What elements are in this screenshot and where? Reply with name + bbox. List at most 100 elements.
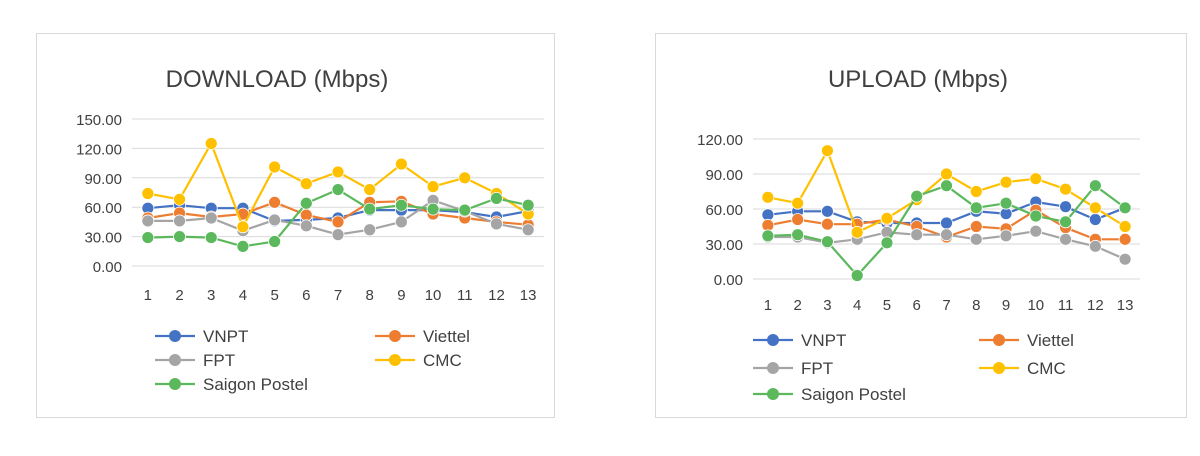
upload-point-viettel bbox=[1118, 232, 1132, 246]
upload-x-tick-label: 1 bbox=[764, 297, 772, 314]
download-x-tick-label: 10 bbox=[425, 287, 442, 304]
download-point-viettel bbox=[268, 195, 282, 209]
upload-legend-item-cmc: CMC bbox=[979, 359, 1066, 378]
upload-x-tick-label: 12 bbox=[1087, 297, 1104, 314]
upload-point-cmc bbox=[821, 144, 834, 158]
upload-x-tick-label: 4 bbox=[853, 297, 861, 314]
upload-point-cmc bbox=[880, 211, 894, 225]
upload-point-fpt bbox=[969, 232, 983, 246]
download-point-fpt bbox=[141, 214, 155, 228]
download-legend-swatch-marker bbox=[389, 354, 401, 366]
upload-x-tick-label: 7 bbox=[942, 297, 950, 314]
upload-y-tick-label: 30.00 bbox=[705, 237, 743, 254]
download-point-fpt bbox=[331, 228, 345, 242]
upload-legend-label: FPT bbox=[801, 359, 833, 378]
download-x-tick-label: 6 bbox=[302, 287, 310, 304]
download-point-saigon-postel bbox=[204, 231, 218, 244]
download-x-tick-label: 5 bbox=[270, 287, 278, 304]
download-chart-title: DOWNLOAD (Mbps) bbox=[166, 66, 389, 93]
download-point-fpt bbox=[204, 211, 218, 225]
upload-y-tick-label: 60.00 bbox=[705, 202, 743, 219]
download-x-tick-label: 9 bbox=[397, 287, 405, 304]
download-legend-swatch-marker bbox=[389, 330, 401, 342]
upload-point-vnpt bbox=[821, 204, 834, 218]
upload-point-fpt bbox=[910, 228, 924, 242]
download-point-saigon-postel bbox=[173, 230, 186, 244]
upload-legend-label: VNPT bbox=[801, 331, 846, 350]
download-point-cmc bbox=[299, 177, 313, 191]
download-point-cmc bbox=[141, 187, 155, 200]
upload-legend-item-saigon-postel: Saigon Postel bbox=[753, 385, 906, 404]
upload-point-saigon-postel bbox=[1118, 201, 1132, 215]
download-point-saigon-postel bbox=[141, 231, 155, 244]
download-legend-label: FPT bbox=[203, 351, 235, 370]
upload-y-tick-label: 120.00 bbox=[697, 132, 743, 149]
download-point-cmc bbox=[426, 180, 440, 194]
upload-point-saigon-postel bbox=[1029, 209, 1043, 223]
download-legend-item-viettel: Viettel bbox=[375, 327, 470, 346]
download-x-tick-label: 4 bbox=[239, 287, 247, 304]
download-point-cmc bbox=[394, 157, 408, 171]
upload-legend-label: CMC bbox=[1027, 359, 1066, 378]
download-point-cmc bbox=[458, 171, 472, 185]
download-x-tick-label: 7 bbox=[334, 287, 342, 304]
upload-point-cmc bbox=[1059, 182, 1072, 196]
download-point-cmc bbox=[268, 160, 282, 174]
upload-point-fpt bbox=[999, 229, 1013, 243]
download-point-fpt bbox=[363, 223, 377, 237]
download-x-tick-label: 3 bbox=[207, 287, 215, 304]
download-chart: DOWNLOAD (Mbps) 150.00120.0090.0060.0030… bbox=[76, 66, 544, 394]
upload-point-saigon-postel bbox=[940, 179, 953, 193]
upload-point-saigon-postel bbox=[761, 229, 775, 243]
upload-point-cmc bbox=[761, 190, 775, 204]
upload-point-vnpt bbox=[940, 216, 953, 230]
upload-x-tick-label: 2 bbox=[793, 297, 801, 314]
upload-legend-label: Saigon Postel bbox=[801, 385, 906, 404]
download-point-cmc bbox=[173, 192, 186, 206]
download-legend-label: VNPT bbox=[203, 327, 248, 346]
upload-legend-label: Viettel bbox=[1027, 331, 1074, 350]
download-point-cmc bbox=[363, 183, 377, 196]
download-y-tick-label: 0.00 bbox=[93, 259, 122, 276]
download-point-fpt bbox=[268, 213, 282, 227]
upload-point-saigon-postel bbox=[821, 235, 834, 249]
upload-point-cmc bbox=[1118, 220, 1132, 233]
upload-chart: UPLOAD (Mbps) 120.00 90.00 60.00 30.00 0.00 1… bbox=[697, 66, 1140, 404]
download-point-viettel bbox=[331, 215, 345, 229]
download-point-saigon-postel bbox=[236, 239, 250, 253]
upload-point-fpt bbox=[940, 228, 953, 242]
download-legend-label: CMC bbox=[423, 351, 462, 370]
download-y-tick-label: 60.00 bbox=[84, 200, 122, 217]
upload-x-tick-label: 10 bbox=[1027, 297, 1044, 314]
download-legend-swatch-marker bbox=[169, 330, 181, 342]
download-legend-item-fpt: FPT bbox=[155, 351, 235, 370]
download-point-cmc bbox=[236, 220, 250, 234]
download-y-tick-label: 90.00 bbox=[84, 171, 122, 188]
upload-y-tick-label: 90.00 bbox=[705, 167, 743, 184]
upload-legend-item-vnpt: VNPT bbox=[753, 331, 846, 350]
upload-x-tick-label: 8 bbox=[972, 297, 980, 314]
upload-point-saigon-postel bbox=[1059, 215, 1072, 229]
download-x-tick-label: 13 bbox=[520, 287, 537, 304]
upload-legend-swatch-marker bbox=[993, 362, 1005, 374]
upload-point-vnpt bbox=[1088, 213, 1102, 226]
download-x-tick-label: 12 bbox=[488, 287, 505, 304]
upload-point-viettel bbox=[969, 220, 983, 233]
upload-point-cmc bbox=[791, 196, 805, 210]
upload-x-tick-label: 9 bbox=[1002, 297, 1010, 314]
upload-legend-item-fpt: FPT bbox=[753, 359, 833, 378]
download-chart-panel: DOWNLOAD (Mbps) 150.00 120.00 90.00 60.00 30… bbox=[36, 33, 555, 418]
upload-point-cmc bbox=[940, 167, 953, 181]
download-point-viettel bbox=[299, 208, 313, 222]
download-point-saigon-postel bbox=[331, 183, 345, 196]
upload-legend-swatch-marker bbox=[993, 334, 1005, 346]
upload-point-cmc bbox=[969, 185, 983, 198]
upload-legend-swatch-marker bbox=[767, 388, 779, 400]
download-point-fpt bbox=[394, 215, 408, 229]
download-legend-swatch-marker bbox=[169, 354, 181, 366]
download-point-saigon-postel bbox=[363, 202, 377, 216]
upload-x-tick-label: 5 bbox=[883, 297, 891, 314]
download-point-saigon-postel bbox=[490, 191, 503, 205]
upload-point-fpt bbox=[1118, 252, 1132, 266]
download-point-saigon-postel bbox=[458, 203, 472, 217]
